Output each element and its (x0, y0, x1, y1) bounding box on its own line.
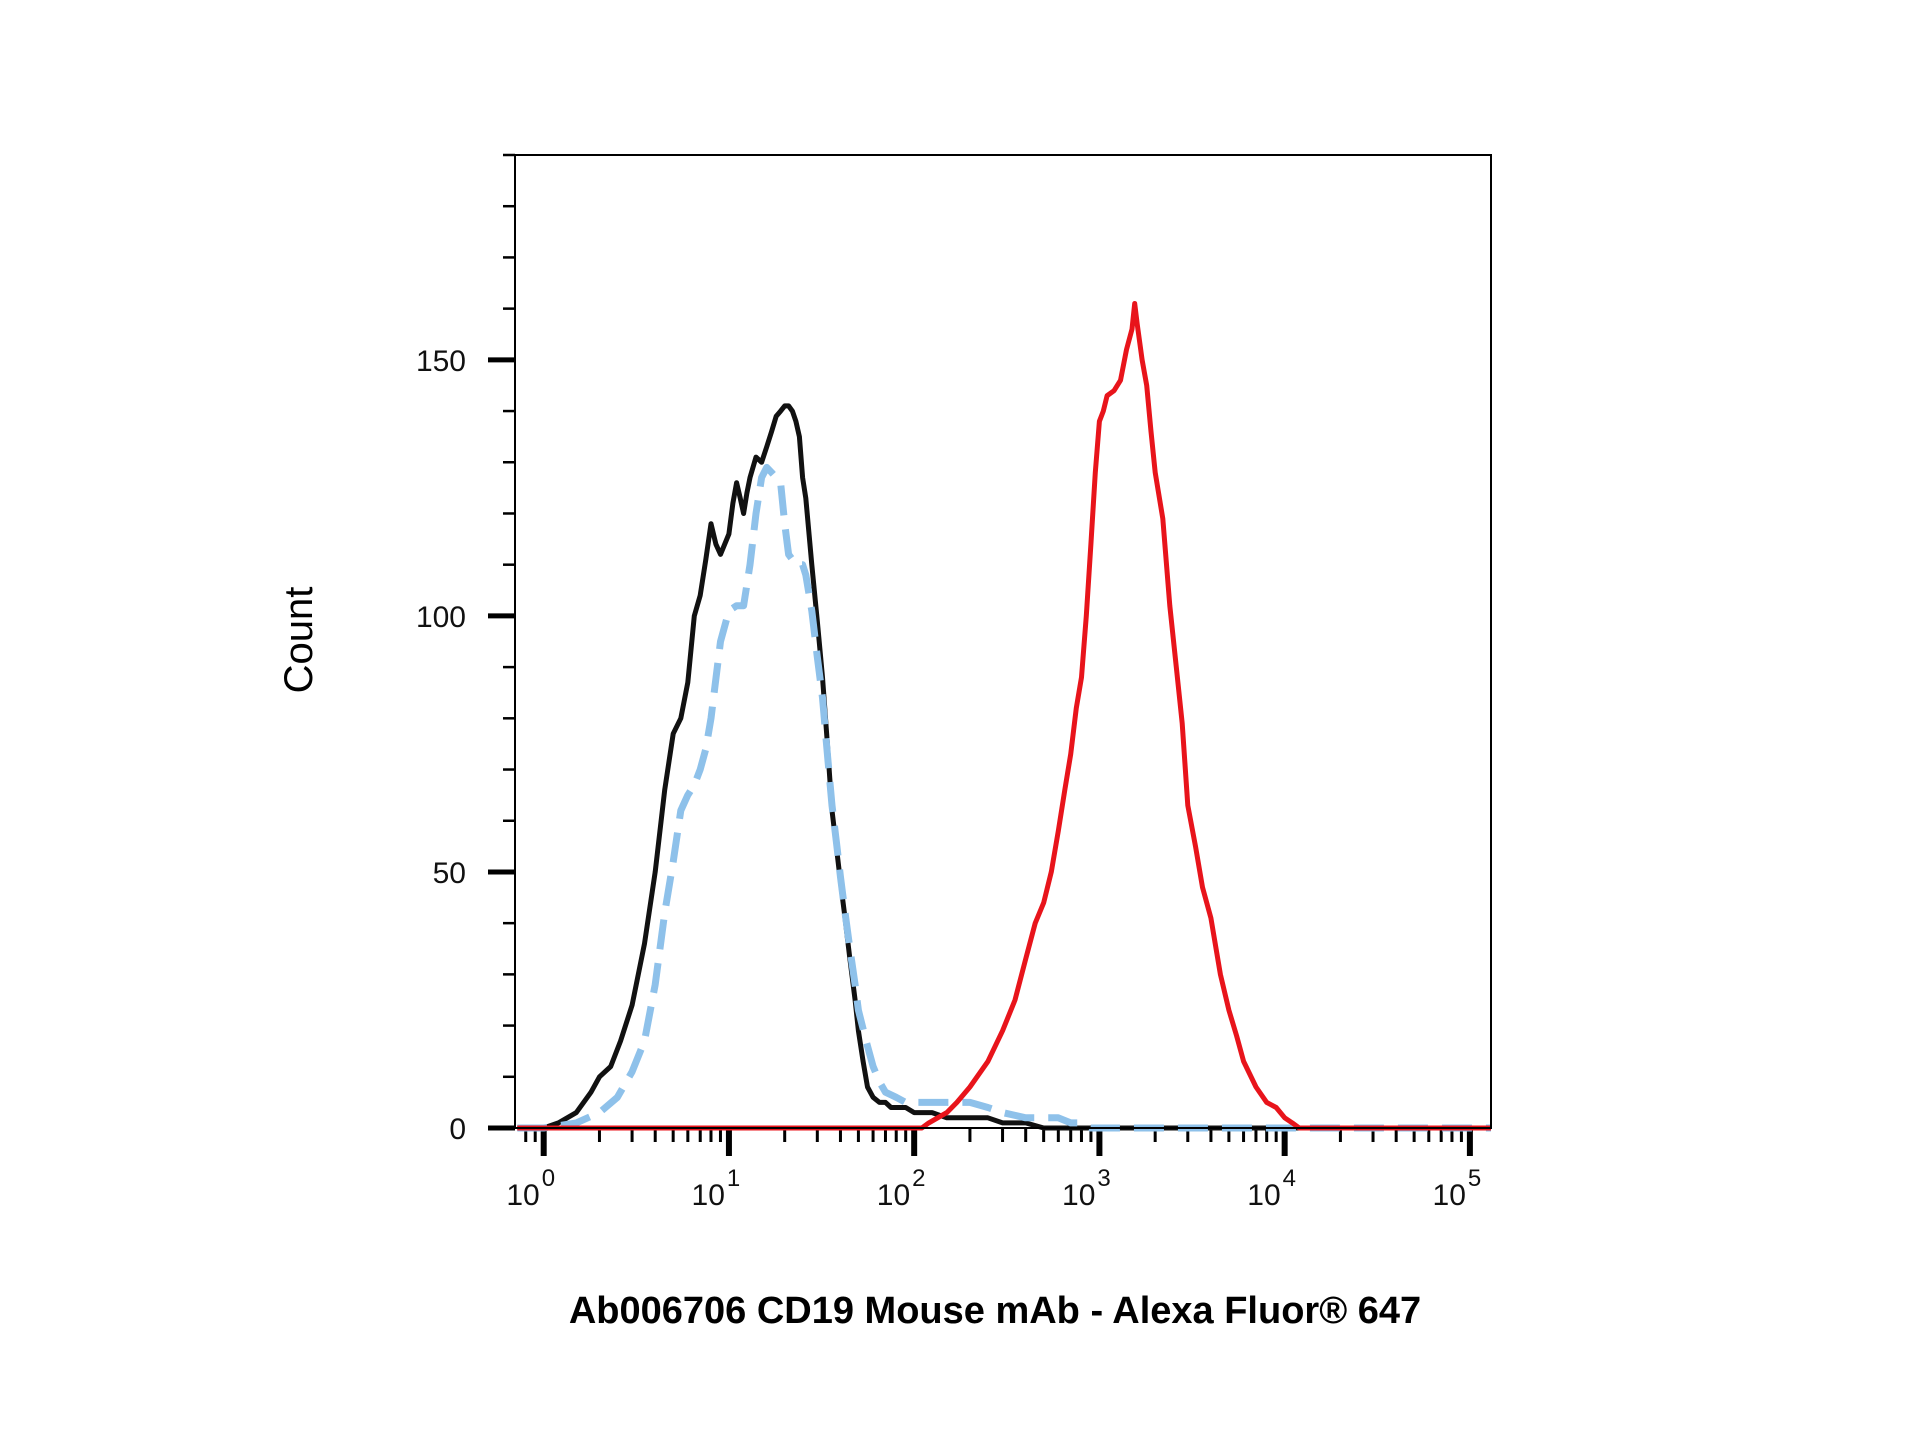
x-tick-label-exponent: 5 (1468, 1165, 1481, 1192)
y-axis-ticks: 0 50 100 150 (416, 153, 515, 1146)
x-tick-label-base: 10 (692, 1179, 725, 1212)
x-tick-label-exponent: 2 (912, 1165, 925, 1192)
plot-frame (514, 154, 1492, 1129)
x-tick-label-exponent: 3 (1097, 1165, 1110, 1192)
x-tick-label-exponent: 0 (542, 1165, 555, 1192)
y-axis-title: Count (277, 587, 321, 694)
series-line-1 (517, 403, 1491, 1131)
series-line-3 (517, 301, 1491, 1131)
y-tick-label: 150 (416, 345, 466, 378)
x-tick-label-base: 10 (1062, 1179, 1095, 1212)
x-tick-label-exponent: 1 (727, 1165, 740, 1192)
x-tick-label-base: 10 (1247, 1179, 1280, 1212)
x-tick-label-base: 10 (506, 1179, 539, 1212)
y-tick-label: 0 (449, 1113, 466, 1146)
x-tick-label-exponent: 4 (1283, 1165, 1296, 1192)
y-tick-label: 50 (433, 857, 466, 890)
x-axis-title: Ab006706 CD19 Mouse mAb - Alexa Fluor® 6… (569, 1290, 1421, 1332)
x-tick-label-base: 10 (877, 1179, 910, 1212)
x-tick-label-base: 10 (1433, 1179, 1466, 1212)
histogram-series (517, 301, 1491, 1132)
y-tick-label: 100 (416, 601, 466, 634)
series-line-2 (517, 463, 1491, 1132)
